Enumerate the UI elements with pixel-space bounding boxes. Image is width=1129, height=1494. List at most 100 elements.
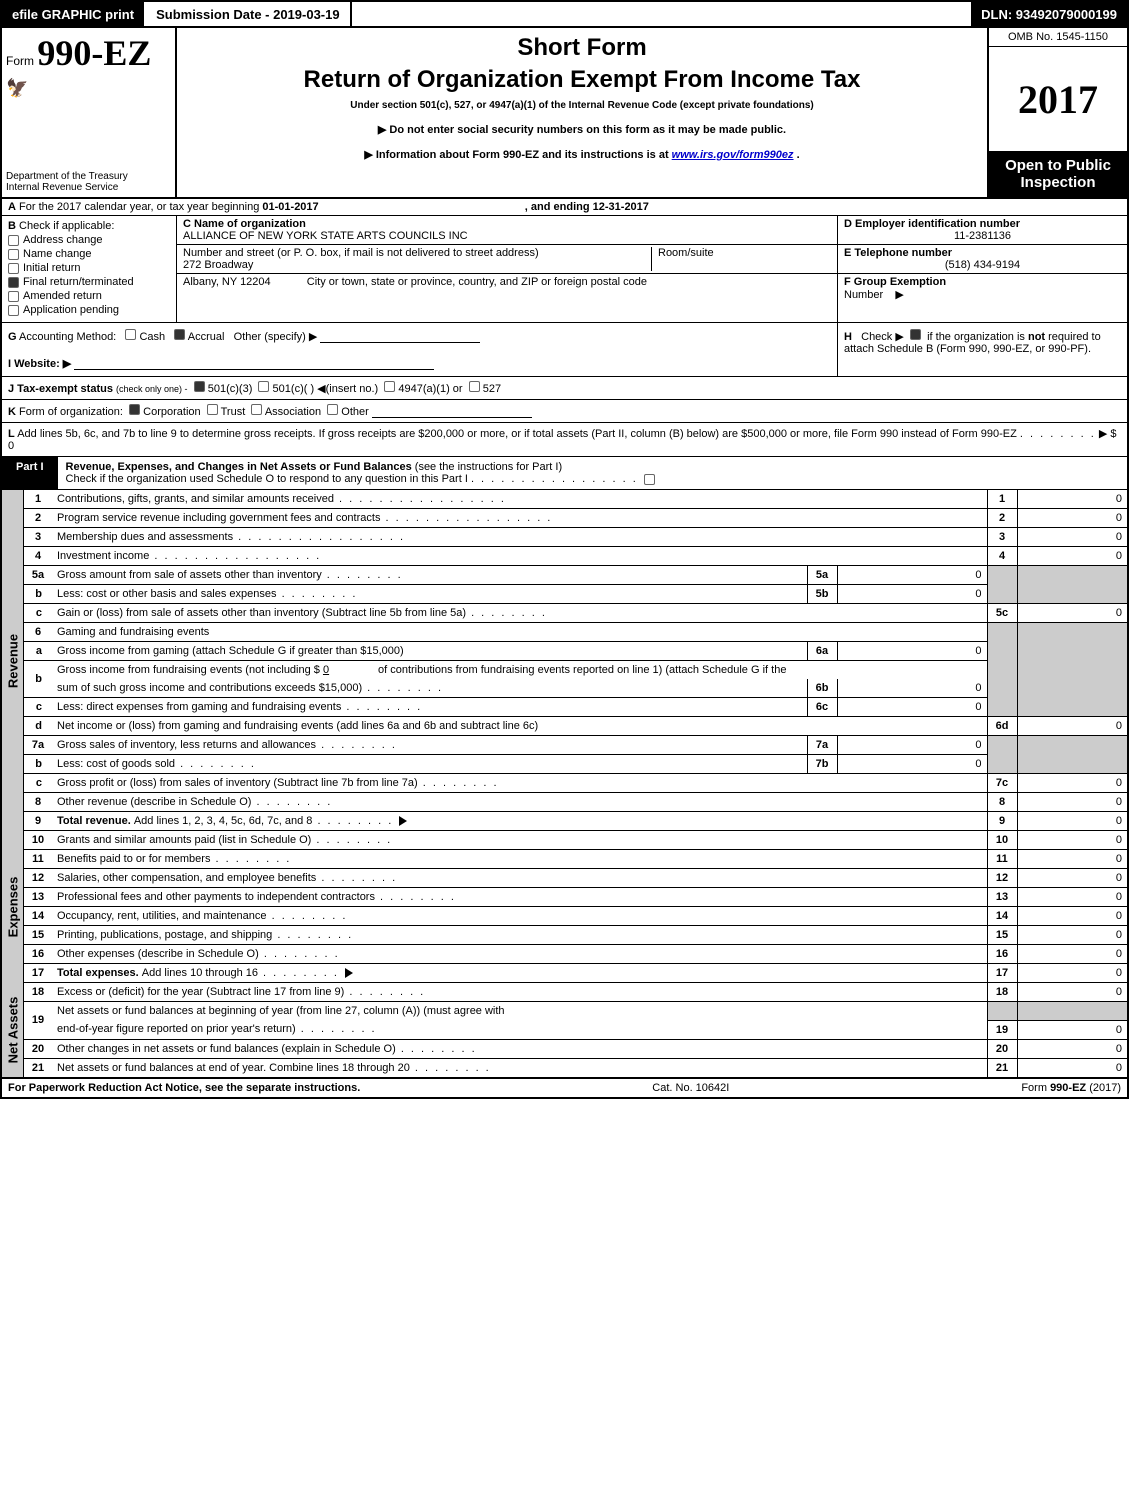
radio-501c[interactable] (258, 381, 269, 392)
table-row: 13Professional fees and other payments t… (24, 888, 1127, 907)
subhead-section: Under section 501(c), 527, or 4947(a)(1)… (187, 100, 977, 111)
mini-val: 0 (837, 585, 987, 604)
row-box-val: 0 (1017, 983, 1127, 1002)
l-label: L (8, 428, 15, 440)
c-name-row: C Name of organization ALLIANCE OF NEW Y… (177, 216, 837, 245)
chk-application-pending[interactable]: Application pending (8, 304, 170, 316)
shaded-cell (1017, 623, 1127, 717)
row-box-val: 0 (1017, 1039, 1127, 1058)
radio-other[interactable] (327, 404, 338, 415)
checkbox-icon (8, 249, 19, 260)
i-label: I Website: ▶ (8, 358, 71, 370)
mini-num: 5b (807, 585, 837, 604)
row-desc: Less: cost of goods sold (52, 755, 807, 774)
j-4947: 4947(a)(1) or (398, 383, 462, 395)
net-assets-table: 18Excess or (deficit) for the year (Subt… (24, 983, 1127, 1077)
row-num: 4 (24, 547, 52, 566)
f-row: F Group Exemption Number ▶ (838, 274, 1127, 322)
table-row: 19Net assets or fund balances at beginni… (24, 1002, 1127, 1021)
chk-label: Amended return (23, 290, 102, 302)
d-label: D Employer identification number (844, 218, 1020, 230)
shaded-cell (987, 1002, 1017, 1021)
f-arrow-icon: ▶ (895, 289, 903, 301)
line-g: G Accounting Method: Cash Accrual Other … (8, 329, 831, 343)
chk-name-change[interactable]: Name change (8, 248, 170, 260)
side-label-revenue-text: Revenue (5, 633, 20, 687)
table-row: 21Net assets or fund balances at end of … (24, 1058, 1127, 1077)
open-line-2: Inspection (991, 174, 1125, 191)
row-box-val: 0 (1017, 604, 1127, 623)
radio-cash[interactable] (125, 329, 136, 340)
k-label: K (8, 406, 16, 418)
row-num: c (24, 698, 52, 717)
top-spacer (352, 2, 972, 26)
line-j: J Tax-exempt status (check only one) - 5… (0, 377, 1129, 400)
row-box-num: 10 (987, 831, 1017, 850)
table-row: 4Investment income40 (24, 547, 1127, 566)
radio-corporation[interactable] (129, 404, 140, 415)
top-bar: efile GRAPHIC print Submission Date - 20… (0, 0, 1129, 28)
radio-trust[interactable] (207, 404, 218, 415)
col-gi: G Accounting Method: Cash Accrual Other … (2, 323, 837, 376)
row-desc: sum of such gross income and contributio… (52, 679, 807, 698)
omb-number: OMB No. 1545-1150 (989, 28, 1127, 47)
info-post: . (797, 149, 800, 161)
radio-association[interactable] (251, 404, 262, 415)
c-street-label: Number and street (or P. O. box, if mail… (183, 247, 651, 259)
mini-val: 0 (837, 736, 987, 755)
table-row: aGross income from gaming (attach Schedu… (24, 642, 1127, 661)
row-desc: Membership dues and assessments (52, 528, 987, 547)
side-label-expenses: Expenses (2, 831, 24, 983)
efile-print-button[interactable]: efile GRAPHIC print (2, 2, 146, 26)
checkbox-icon (8, 277, 19, 288)
row-num: 6 (24, 623, 52, 642)
row-box-num: 20 (987, 1039, 1017, 1058)
row-box-num: 15 (987, 926, 1017, 945)
e-value: (518) 434-9194 (844, 259, 1121, 271)
shaded-cell (1017, 736, 1127, 774)
website-input[interactable] (74, 358, 434, 370)
row-box-num: 13 (987, 888, 1017, 907)
chk-initial-return[interactable]: Initial return (8, 262, 170, 274)
part-1-schedule-o-checkbox[interactable] (644, 474, 655, 485)
radio-accrual[interactable] (174, 329, 185, 340)
row-desc: Occupancy, rent, utilities, and maintena… (52, 907, 987, 926)
row-num: 10 (24, 831, 52, 850)
j-sub: (check only one) - (116, 384, 188, 394)
k-other-input[interactable] (372, 406, 532, 418)
table-row: cGain or (loss) from sale of assets othe… (24, 604, 1127, 623)
chk-address-change[interactable]: Address change (8, 234, 170, 246)
irs-link[interactable]: www.irs.gov/form990ez (672, 149, 794, 161)
row-num: 3 (24, 528, 52, 547)
department-lines: Department of the Treasury Internal Reve… (6, 171, 171, 193)
radio-527[interactable] (469, 381, 480, 392)
chk-amended-return[interactable]: Amended return (8, 290, 170, 302)
table-row: sum of such gross income and contributio… (24, 679, 1127, 698)
row-num: 17 (24, 964, 52, 983)
radio-501c3[interactable] (194, 381, 205, 392)
row-box-val: 0 (1017, 869, 1127, 888)
row-num: d (24, 717, 52, 736)
g-other-input[interactable] (320, 331, 480, 343)
h-checkbox[interactable] (910, 329, 921, 340)
shaded-cell (987, 566, 1017, 604)
checkbox-icon (8, 305, 19, 316)
mini-num: 7b (807, 755, 837, 774)
c-street-value: 272 Broadway (183, 259, 651, 271)
row-desc: Net income or (loss) from gaming and fun… (52, 717, 987, 736)
row-box-num: 9 (987, 812, 1017, 831)
mini-num: 6a (807, 642, 837, 661)
table-row: 14Occupancy, rent, utilities, and mainte… (24, 907, 1127, 926)
dln-label: DLN: 93492079000199 (971, 2, 1127, 26)
chk-label: Name change (23, 248, 92, 260)
row-num: 20 (24, 1039, 52, 1058)
chk-final-return[interactable]: Final return/terminated (8, 276, 170, 288)
shaded-cell (987, 736, 1017, 774)
radio-4947[interactable] (384, 381, 395, 392)
table-row: 6Gaming and fundraising events (24, 623, 1127, 642)
row-box-num: 21 (987, 1058, 1017, 1077)
row-num: 16 (24, 945, 52, 964)
row-desc: Gaming and fundraising events (52, 623, 987, 642)
form-prefix: Form (6, 54, 34, 68)
b-label: B (8, 220, 16, 232)
